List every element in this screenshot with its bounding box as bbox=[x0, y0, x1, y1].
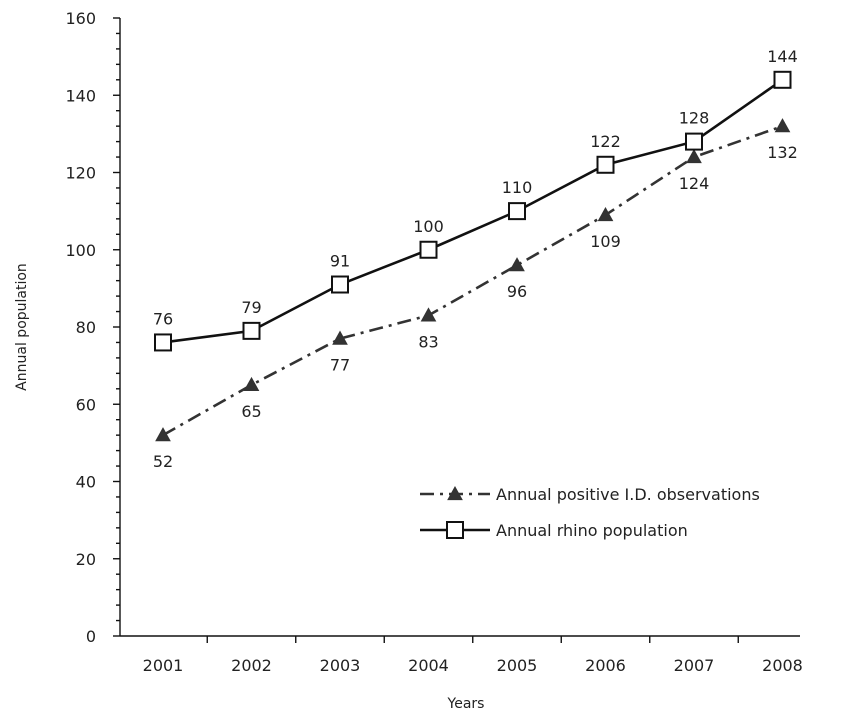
observation-point-marker bbox=[509, 257, 525, 272]
population-data-label: 76 bbox=[153, 309, 173, 328]
population-data-label: 128 bbox=[679, 109, 710, 128]
population-data-label: 122 bbox=[590, 132, 621, 151]
x-tick-label: 2006 bbox=[585, 656, 626, 675]
x-tick-label: 2003 bbox=[320, 656, 361, 675]
population-point-marker bbox=[242, 321, 261, 340]
observation-point-marker bbox=[332, 330, 348, 345]
x-axis-title: Years bbox=[447, 696, 485, 712]
x-tick-label: 2007 bbox=[674, 656, 715, 675]
legend-marker-triangle bbox=[447, 485, 463, 501]
y-tick-label: 160 bbox=[65, 9, 96, 28]
x-tick-label: 2002 bbox=[231, 656, 272, 675]
y-axis-title: Annual population bbox=[14, 263, 30, 391]
observation-data-label: 132 bbox=[767, 143, 798, 162]
axes: 0 20 40 60 80 100 120 140 160 2001 2002 2003 2004 200… bbox=[65, 9, 802, 675]
x-tick-label: 2005 bbox=[497, 656, 538, 675]
population-point-marker bbox=[596, 155, 615, 174]
series-group bbox=[154, 70, 792, 442]
y-tick-label: 20 bbox=[76, 550, 96, 569]
x-tick-label: 2008 bbox=[762, 656, 803, 675]
population-data-label: 91 bbox=[330, 252, 350, 271]
observation-data-label: 65 bbox=[241, 402, 261, 421]
observation-point-marker bbox=[597, 206, 614, 222]
legend-label-observations: Annual positive I.D. observations bbox=[496, 485, 760, 504]
legend-marker-square bbox=[446, 521, 464, 539]
y-tick-label: 40 bbox=[76, 473, 96, 492]
observation-point-marker bbox=[420, 307, 437, 322]
x-tick-label: 2001 bbox=[143, 656, 184, 675]
observation-data-label: 83 bbox=[418, 332, 438, 351]
series-line-population bbox=[162, 78, 784, 344]
observation-data-label: 124 bbox=[679, 174, 710, 193]
y-tick-label: 80 bbox=[76, 318, 96, 337]
population-point-marker bbox=[154, 333, 172, 352]
observation-point-marker bbox=[155, 427, 171, 442]
observation-point-marker bbox=[686, 149, 702, 164]
population-data-label: 79 bbox=[241, 298, 261, 317]
observation-point-marker bbox=[774, 118, 791, 133]
observation-point-marker bbox=[243, 376, 260, 392]
population-point-marker bbox=[419, 240, 438, 259]
legend-label-population: Annual rhino population bbox=[496, 521, 688, 540]
y-tick-label: 140 bbox=[65, 86, 96, 105]
population-data-label: 144 bbox=[767, 47, 798, 66]
data-labels-group: 52 65 77 83 96 109 124 132 76 79 91 100 110 122 128 144 bbox=[153, 47, 798, 471]
y-tick-label: 100 bbox=[65, 241, 96, 260]
observation-data-label: 109 bbox=[590, 232, 621, 251]
legend: Annual positive I.D. observations Annual … bbox=[420, 485, 760, 540]
population-data-label: 110 bbox=[502, 178, 533, 197]
observation-data-label: 77 bbox=[330, 356, 350, 375]
population-point-marker bbox=[331, 275, 349, 294]
y-tick-label: 60 bbox=[76, 395, 96, 414]
population-point-marker bbox=[773, 70, 792, 89]
y-tick-label: 120 bbox=[65, 164, 96, 183]
series-line-observations bbox=[162, 124, 783, 437]
observation-data-label: 52 bbox=[153, 452, 173, 471]
population-point-marker bbox=[508, 202, 526, 221]
population-point-marker bbox=[685, 132, 703, 151]
observation-data-label: 96 bbox=[507, 282, 527, 301]
population-data-label: 100 bbox=[413, 217, 444, 236]
y-tick-label: 0 bbox=[86, 627, 96, 646]
x-tick-label: 2004 bbox=[408, 656, 449, 675]
